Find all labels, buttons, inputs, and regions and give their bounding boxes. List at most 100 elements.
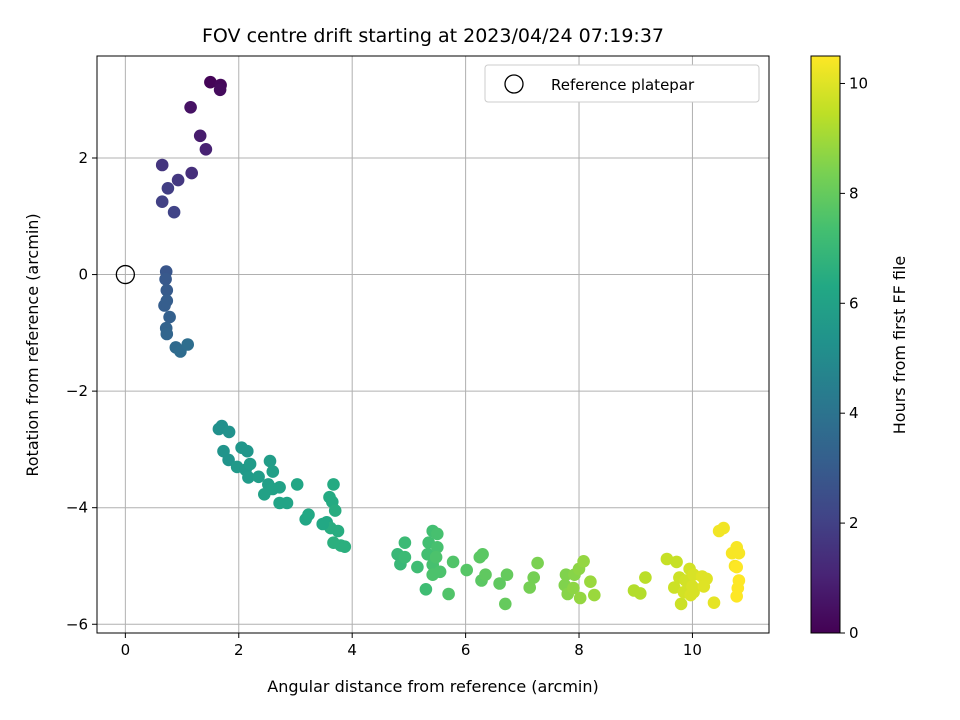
data-point xyxy=(584,575,597,588)
data-point xyxy=(252,470,265,484)
colorbar-tick-label: 10 xyxy=(849,74,868,92)
data-point xyxy=(460,563,474,577)
colorbar-tick-label: 4 xyxy=(849,404,859,422)
x-tick-label: 0 xyxy=(121,641,131,659)
x-tick-label: 2 xyxy=(234,641,244,659)
data-point xyxy=(531,556,544,570)
data-point xyxy=(431,541,444,554)
data-point xyxy=(181,338,194,351)
data-point xyxy=(674,597,688,611)
data-point xyxy=(316,517,330,531)
data-point xyxy=(634,587,647,600)
data-point xyxy=(222,453,235,467)
data-point xyxy=(697,580,711,593)
data-point xyxy=(242,471,255,484)
data-point xyxy=(476,548,489,561)
data-point xyxy=(290,478,304,491)
x-axis-ticks: 0 2 4 6 8 10 xyxy=(121,633,702,659)
data-point xyxy=(184,101,197,114)
colorbar-ticks: 0 2 4 6 8 10 xyxy=(840,74,868,642)
plot-area-frame xyxy=(96,55,770,634)
colorbar-tick-label: 8 xyxy=(849,184,859,202)
data-point xyxy=(266,465,280,478)
data-point xyxy=(158,299,171,312)
data-point xyxy=(732,546,746,560)
data-point xyxy=(730,590,743,603)
data-point xyxy=(668,581,681,594)
data-point xyxy=(588,588,601,602)
data-point xyxy=(193,129,207,143)
x-tick-label: 6 xyxy=(461,641,471,659)
y-tick-label: 0 xyxy=(78,266,88,284)
colorbar: 0 2 4 6 8 10 Hours from first FF file xyxy=(810,55,909,642)
data-point xyxy=(171,173,185,187)
colorbar-gradient xyxy=(810,55,841,634)
y-tick-label: 2 xyxy=(78,149,88,167)
legend-box xyxy=(484,64,760,103)
data-point xyxy=(433,565,447,579)
legend-marker-icon xyxy=(504,74,524,94)
chart-title: FOV centre drift starting at 2023/04/24 … xyxy=(202,25,664,47)
data-point xyxy=(687,585,700,599)
data-point xyxy=(573,591,587,605)
data-point xyxy=(243,457,257,471)
data-point xyxy=(717,521,730,535)
data-point xyxy=(155,195,169,208)
data-point xyxy=(411,560,424,574)
data-point xyxy=(185,166,198,180)
data-point xyxy=(660,552,674,566)
data-point xyxy=(327,478,340,491)
data-point xyxy=(500,568,514,581)
data-point xyxy=(639,571,652,584)
x-tick-label: 4 xyxy=(347,641,357,659)
data-point xyxy=(730,560,743,574)
data-point xyxy=(280,496,294,510)
data-point xyxy=(429,550,443,564)
data-point xyxy=(199,143,213,156)
data-point xyxy=(204,75,217,89)
data-point xyxy=(670,555,683,569)
data-point xyxy=(499,597,512,611)
y-axis-label: Rotation from reference (arcmin) xyxy=(23,213,42,476)
data-point xyxy=(446,555,460,569)
legend: Reference platepar xyxy=(484,64,760,103)
data-point xyxy=(431,527,444,541)
data-point xyxy=(263,454,277,468)
data-point xyxy=(338,540,352,553)
colorbar-label: Hours from first FF file xyxy=(890,256,909,435)
data-point xyxy=(398,536,412,549)
data-point xyxy=(567,581,580,595)
data-point xyxy=(331,524,345,538)
y-tick-label: −4 xyxy=(66,499,88,517)
data-point xyxy=(273,481,286,494)
data-point xyxy=(222,425,236,439)
grid-lines xyxy=(97,56,769,633)
x-tick-label: 10 xyxy=(683,641,702,659)
data-point xyxy=(163,310,176,324)
data-point xyxy=(523,581,536,594)
data-point xyxy=(493,577,506,590)
data-point xyxy=(160,284,174,297)
colorbar-tick-label: 0 xyxy=(849,624,859,642)
data-points xyxy=(155,75,746,611)
reference-platepar-marker xyxy=(115,264,136,285)
data-point xyxy=(241,444,254,458)
x-tick-label: 8 xyxy=(574,641,584,659)
data-point xyxy=(161,182,175,195)
data-point xyxy=(707,596,721,609)
data-point xyxy=(160,327,174,341)
data-point xyxy=(527,571,540,584)
colorbar-tick-label: 2 xyxy=(849,514,859,532)
data-point xyxy=(328,504,342,517)
colorbar-tick-label: 6 xyxy=(849,294,859,312)
data-point xyxy=(167,205,181,219)
data-point xyxy=(155,158,169,172)
y-tick-label: −2 xyxy=(66,382,88,400)
data-point xyxy=(159,272,172,286)
legend-label: Reference platepar xyxy=(551,76,695,94)
data-point xyxy=(442,587,455,601)
x-axis-label: Angular distance from reference (arcmin) xyxy=(267,677,598,696)
y-axis-ticks: −6 −4 −2 0 2 xyxy=(66,149,97,633)
data-point xyxy=(577,555,590,568)
